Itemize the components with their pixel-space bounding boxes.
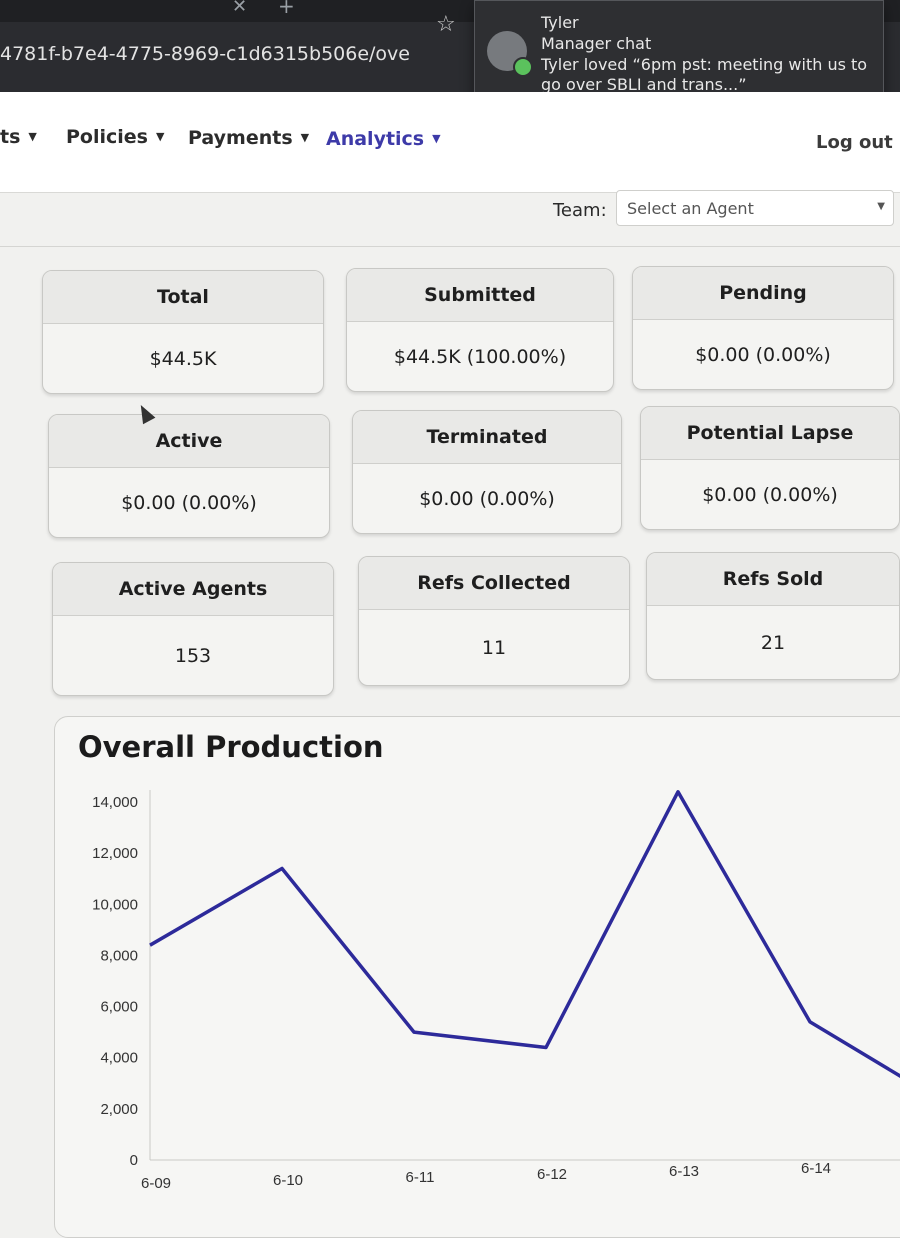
- y-tick-label: 8,000: [100, 947, 138, 964]
- y-tick-label: 0: [130, 1152, 138, 1169]
- x-tick-label: 6-13: [669, 1163, 699, 1180]
- x-tick-label: 6-11: [406, 1169, 435, 1186]
- y-tick-label: 12,000: [92, 845, 138, 862]
- y-tick-label: 4,000: [100, 1050, 138, 1067]
- production-line-chart: 0 2,000 4,000 6,000 8,000 10,000 12,000 14,000 6…: [0, 0, 900, 1200]
- y-tick-label: 2,000: [100, 1101, 138, 1118]
- production-series-line: [150, 792, 900, 1101]
- x-tick-label: 6-10: [273, 1172, 303, 1189]
- x-tick-label: 6-14: [801, 1160, 831, 1177]
- y-tick-label: 10,000: [92, 896, 138, 913]
- y-tick-label: 14,000: [92, 794, 138, 811]
- y-tick-label: 6,000: [100, 999, 138, 1016]
- x-tick-label: 6-12: [537, 1166, 567, 1183]
- x-tick-label: 6-09: [141, 1175, 171, 1192]
